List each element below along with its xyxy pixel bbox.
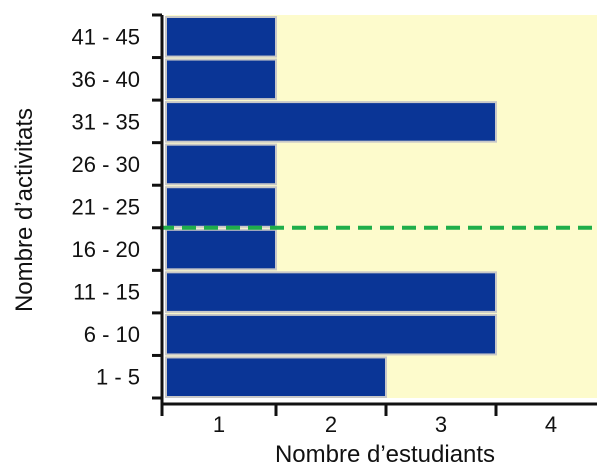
x-axis-ticks: 1 2 3 4 xyxy=(160,404,557,437)
bar-6-10 xyxy=(165,313,497,356)
bar-16-20 xyxy=(165,228,277,271)
x-axis-title: Nombre d’estudiants xyxy=(275,441,495,468)
y-axis-title: Nombre d’activitats xyxy=(11,108,38,312)
y-tick-label: 31 - 35 xyxy=(72,109,141,134)
y-tick-label: 21 - 25 xyxy=(72,195,141,220)
y-tick-label: 16 - 20 xyxy=(72,237,141,262)
bar-31-35 xyxy=(165,101,497,143)
x-tick-label: 3 xyxy=(435,412,447,437)
bar-11-15 xyxy=(165,271,497,313)
bar-41-45 xyxy=(165,16,277,58)
x-tick-label: 1 xyxy=(213,412,225,437)
y-tick-label: 11 - 15 xyxy=(73,280,140,305)
bar-36-40 xyxy=(165,58,277,101)
y-tick-label: 26 - 30 xyxy=(72,152,141,177)
bar-26-30 xyxy=(165,143,277,186)
x-tick-label: 4 xyxy=(545,412,557,437)
bars-group xyxy=(165,16,497,399)
bar-1-5 xyxy=(165,356,387,399)
bar-21-25 xyxy=(165,186,277,228)
y-tick-label: 36 - 40 xyxy=(72,67,141,92)
y-tick-label: 41 - 45 xyxy=(72,24,141,49)
x-tick-label: 2 xyxy=(325,412,337,437)
y-tick-label: 6 - 10 xyxy=(84,322,140,347)
y-tick-label: 1 - 5 xyxy=(96,365,140,390)
y-axis-ticks: 1 - 5 6 - 10 11 - 15 16 - 20 21 - 25 26 - 30 3… xyxy=(72,13,162,400)
